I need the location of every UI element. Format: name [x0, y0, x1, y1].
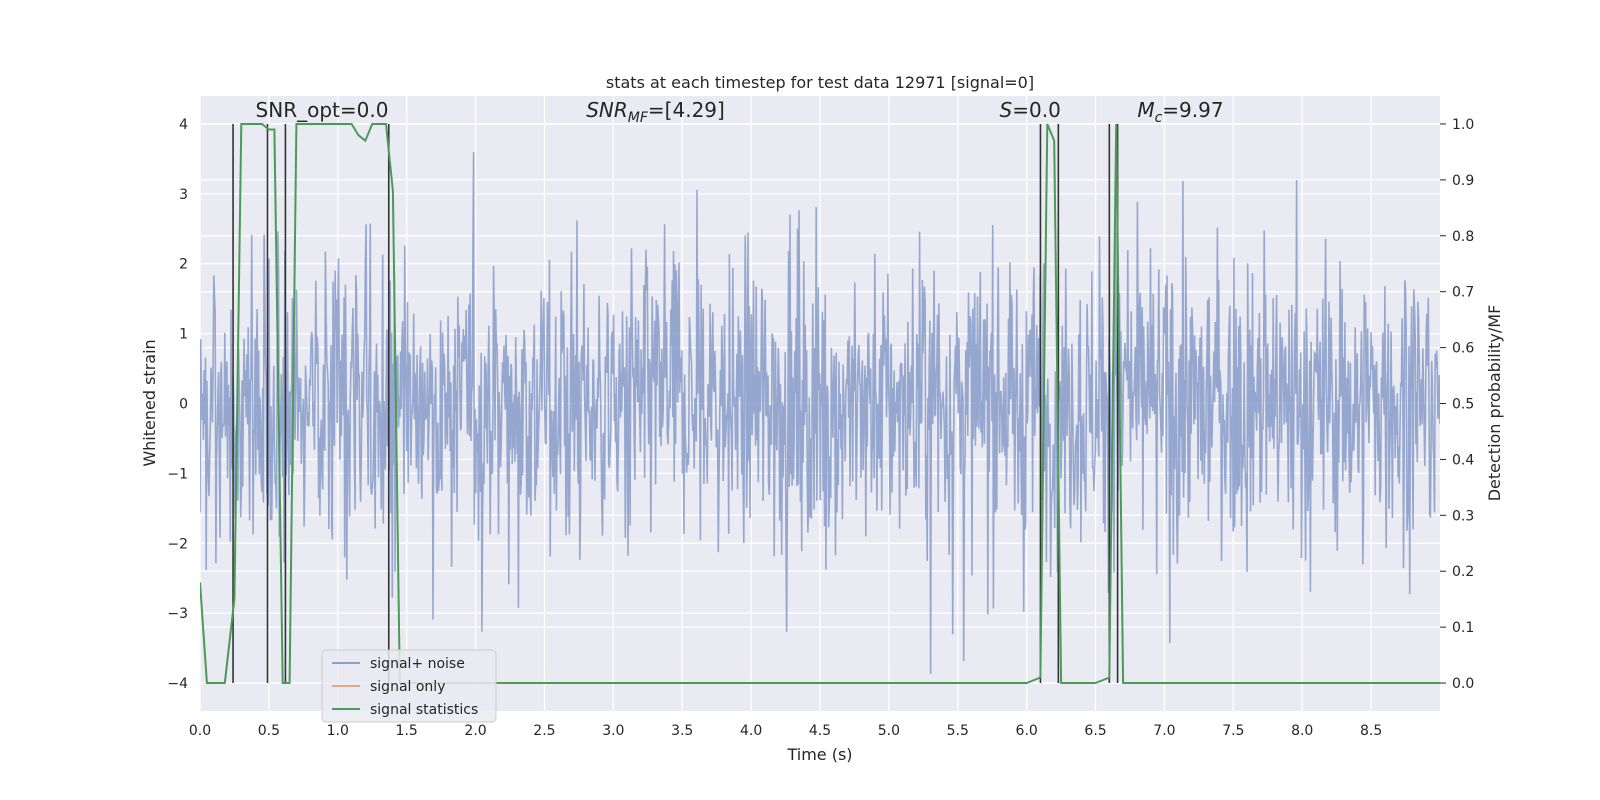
x-tick-label: 5.5	[947, 723, 969, 739]
x-tick-labels: 0.0 0.5 1.0 1.5 2.0 2.5 3.0 3.5 4.0 4.5 5.0 5.5 6.0 6…	[189, 723, 1382, 739]
x-tick-label: 2.5	[533, 723, 555, 739]
annotation: SNRMF=[4.29]	[586, 98, 725, 126]
x-tick-label: 0.0	[189, 723, 211, 739]
x-tick-label: 8.5	[1360, 723, 1382, 739]
x-tick-label: 8.0	[1291, 723, 1313, 739]
x-tick-label: 4.5	[809, 723, 831, 739]
y2-tick-label: 0.7	[1452, 285, 1474, 301]
x-tick-label: 7.5	[1222, 723, 1244, 739]
y-tick-label: 3	[179, 187, 188, 203]
x-tick-label: 6.5	[1084, 723, 1106, 739]
x-tick-label: 2.0	[464, 723, 486, 739]
y2-tick-labels: 0.0 0.1 0.2 0.3 0.4 0.5 0.6 0.7 0.8 0.9 1.0	[1440, 117, 1474, 692]
y-tick-label: −2	[167, 536, 188, 552]
annotation: S=0.0	[1000, 98, 1061, 122]
y-axis-label: Whitened strain	[140, 339, 159, 466]
chart-title: stats at each timestep for test data 129…	[606, 73, 1034, 92]
y2-tick-label: 0.5	[1452, 397, 1474, 413]
x-tick-label: 1.5	[396, 723, 418, 739]
y-tick-label: 4	[179, 117, 188, 133]
y-tick-labels: −4 −3 −2 −1 0 1 2 3 4	[167, 117, 188, 692]
y2-tick-label: 0.8	[1452, 229, 1474, 245]
y2-tick-label: 1.0	[1452, 117, 1474, 133]
x-tick-label: 3.5	[671, 723, 693, 739]
y-tick-label: −1	[167, 466, 188, 482]
y2-tick-label: 0.4	[1452, 452, 1474, 468]
legend-label-noise: signal+ noise	[370, 656, 465, 672]
series-signal-noise	[200, 152, 1440, 674]
legend-label-signal-only: signal only	[370, 679, 445, 695]
x-tick-label: 7.0	[1153, 723, 1175, 739]
legend-box	[321, 649, 497, 723]
y-tick-label: −4	[167, 676, 188, 692]
legend: signal+ noise signal only signal statist…	[321, 649, 497, 723]
y-tick-label: 0	[179, 397, 188, 413]
y2-tick-label: 0.3	[1452, 508, 1474, 524]
y2-tick-label: 0.2	[1452, 564, 1474, 580]
y2-tick-label: 0.1	[1452, 620, 1474, 636]
y-tick-label: −3	[167, 606, 188, 622]
annotation: Mc=9.97	[1137, 98, 1223, 126]
annotation: SNR_opt=0.0	[256, 98, 389, 122]
x-tick-label: 0.5	[258, 723, 280, 739]
y2-tick-label: 0.9	[1452, 173, 1474, 189]
noise-series	[200, 152, 1440, 674]
y-tick-label: 2	[179, 257, 188, 273]
legend-label-stats: signal statistics	[370, 702, 478, 718]
x-tick-label: 4.0	[740, 723, 762, 739]
y2-tick-label: 0.6	[1452, 341, 1474, 357]
y-tick-label: 1	[179, 327, 188, 343]
x-tick-label: 1.0	[327, 723, 349, 739]
annotations: SNR_opt=0.0 SNRMF=[4.29] S=0.0 Mc=9.97	[256, 98, 1224, 126]
x-axis-label: Time (s)	[786, 745, 852, 764]
x-tick-label: 6.0	[1016, 723, 1038, 739]
y2-tick-label: 0.0	[1452, 676, 1474, 692]
y2-axis-label: Detection probability/MF	[1485, 305, 1504, 502]
x-tick-label: 3.0	[602, 723, 624, 739]
x-tick-label: 5.0	[878, 723, 900, 739]
